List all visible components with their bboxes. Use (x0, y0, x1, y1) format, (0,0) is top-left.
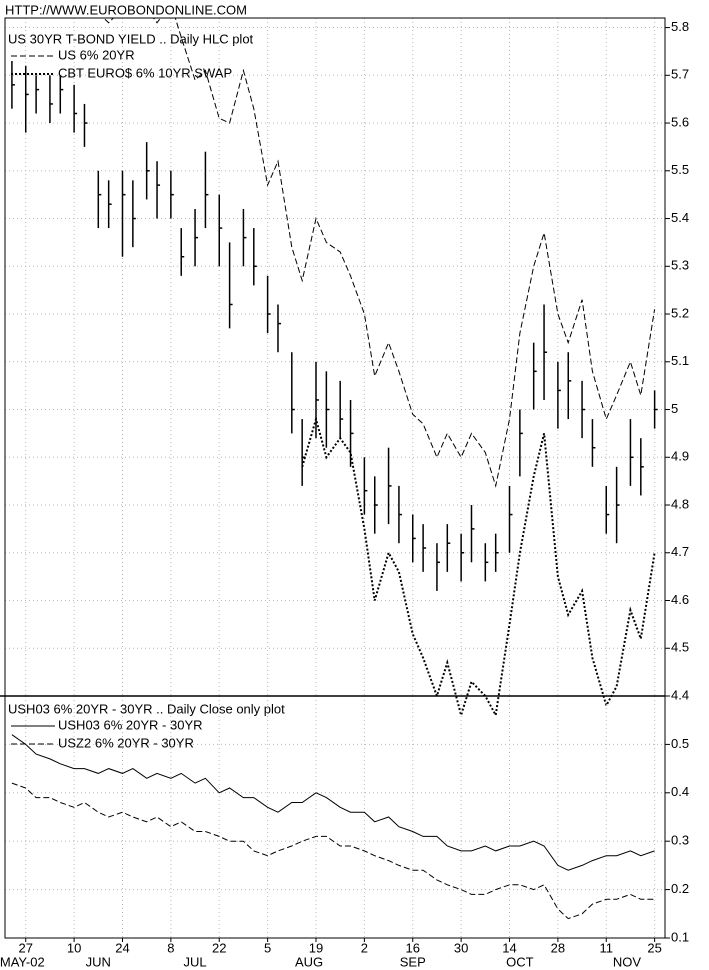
legend-label: USZ2 6% 20YR - 30YR (58, 735, 194, 750)
x-month-label: JUN (86, 954, 111, 969)
series-line (102, 18, 656, 488)
chart-title: US 30YR T-BOND YIELD .. Daily HLC plot (8, 31, 254, 46)
site-header: HTTP://WWW.EUROBONDONLINE.COM (5, 2, 247, 17)
plot-frame (4, 17, 666, 697)
x-tick-label: 11 (600, 940, 614, 955)
x-tick-label: 10 (67, 940, 81, 955)
x-tick-label: 5 (264, 940, 271, 955)
series-line (11, 734, 655, 871)
legend-label: CBT EURO$ 6% 10YR SWAP (58, 65, 232, 80)
x-tick-label: 27 (18, 940, 32, 955)
y-tick-label: 5.7 (671, 67, 689, 82)
y-tick-label: 4.8 (671, 496, 689, 511)
x-month-label: JUL (183, 954, 206, 969)
x-month-label: AUG (295, 954, 323, 969)
y-tick-label: 4.5 (671, 640, 689, 655)
y-tick-label: 5.2 (671, 305, 689, 320)
plot-area (11, 734, 655, 920)
y-tick-label: 0.4 (671, 784, 689, 799)
legend-label: USH03 6% 20YR - 30YR (58, 717, 203, 732)
y-tick-label: 5.8 (671, 19, 689, 34)
y-tick-label: 5.3 (671, 258, 689, 273)
y-tick-label: 4.6 (671, 592, 689, 607)
x-tick-label: 25 (647, 940, 661, 955)
y-tick-label: 4.9 (671, 449, 689, 464)
x-tick-label: 2 (361, 940, 368, 955)
plot-area (11, 18, 658, 719)
chart-title: USH03 6% 20YR - 30YR .. Daily Close only… (8, 701, 285, 716)
x-tick-label: 30 (454, 940, 468, 955)
y-tick-label: 5 (671, 401, 678, 416)
x-tick-label: 8 (167, 940, 174, 955)
x-tick-label: 16 (406, 940, 420, 955)
series-line (11, 782, 655, 920)
x-tick-label: 19 (309, 940, 323, 955)
y-tick-label: 5.5 (671, 162, 689, 177)
x-month-label: OCT (506, 954, 534, 969)
x-tick-label: 14 (502, 940, 516, 955)
series-line (301, 415, 656, 719)
y-tick-label: 0.3 (671, 833, 689, 848)
legend-label: US 6% 20YR (58, 47, 135, 62)
y-tick-label: 5.6 (671, 114, 689, 129)
x-month-label: NOV (613, 954, 642, 969)
x-month-label: SEP (400, 954, 426, 969)
y-tick-label: 0.1 (671, 929, 689, 944)
y-tick-label: 4.7 (671, 544, 689, 559)
y-tick-label: 5.1 (671, 353, 689, 368)
y-tick-label: 0.2 (671, 881, 689, 896)
x-tick-label: 24 (115, 940, 129, 955)
y-tick-label: 0.5 (671, 736, 689, 751)
x-tick-label: 28 (551, 940, 565, 955)
y-tick-label: 4.4 (671, 687, 689, 702)
x-month-label: MAY-02 (0, 954, 45, 969)
y-tick-label: 5.4 (671, 210, 689, 225)
x-tick-label: 22 (212, 940, 226, 955)
